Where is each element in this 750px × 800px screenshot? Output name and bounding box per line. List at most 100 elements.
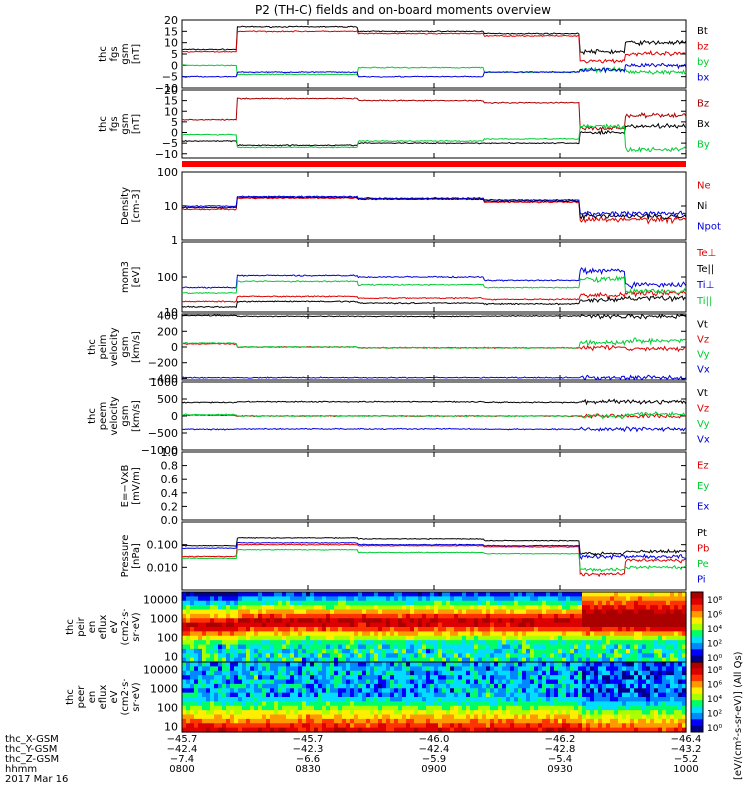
- heatmap-cell: [342, 662, 347, 667]
- heatmap-cell: [262, 701, 267, 707]
- heatmap-cell: [198, 648, 203, 654]
- heatmap-cell: [682, 592, 687, 597]
- heatmap-cell: [618, 718, 623, 724]
- heatmap-cell: [582, 613, 587, 619]
- heatmap-cell: [186, 666, 191, 672]
- heatmap-cell: [386, 662, 391, 667]
- heatmap-cell: [330, 635, 335, 641]
- heatmap-cell: [286, 644, 291, 650]
- heatmap-cell: [618, 666, 623, 672]
- heatmap-cell: [494, 640, 499, 646]
- heatmap-cell: [274, 679, 279, 685]
- legend-entry: Ex: [697, 502, 709, 513]
- heatmap-cell: [342, 679, 347, 685]
- heatmap-cell: [586, 631, 591, 637]
- heatmap-cell: [338, 710, 343, 716]
- heatmap-cell: [650, 714, 655, 720]
- heatmap-cell: [350, 609, 355, 615]
- heatmap-cell: [390, 644, 395, 650]
- heatmap-cell: [310, 679, 315, 685]
- heatmap-cell: [354, 714, 359, 720]
- heatmap-cell: [202, 701, 207, 707]
- heatmap-cell: [518, 644, 523, 650]
- heatmap-cell: [286, 653, 291, 659]
- heatmap-cell: [598, 648, 603, 654]
- y-axis-label-line: (cm2·s·: [120, 608, 131, 645]
- heatmap-cell: [390, 701, 395, 707]
- heatmap-cell: [586, 692, 591, 698]
- y-axis-label-line: thc: [98, 116, 109, 132]
- heatmap-cell: [546, 692, 551, 698]
- heatmap-cell: [510, 592, 515, 597]
- heatmap-cell: [478, 666, 483, 672]
- heatmap-cell: [630, 723, 635, 729]
- heatmap-cell: [602, 679, 607, 685]
- heatmap-cell: [458, 675, 463, 681]
- heatmap-cell: [442, 714, 447, 720]
- heatmap-cell: [454, 592, 459, 597]
- heatmap-cell: [410, 653, 415, 659]
- heatmap-cell: [230, 727, 235, 733]
- heatmap-cell: [222, 635, 227, 641]
- heatmap-cell: [518, 688, 523, 694]
- heatmap-cell: [250, 692, 255, 698]
- heatmap-cell: [586, 644, 591, 650]
- heatmap-cell: [362, 657, 367, 663]
- heatmap-cell: [666, 723, 671, 729]
- heatmap-cell: [682, 710, 687, 716]
- heatmap-cell: [258, 697, 263, 702]
- heatmap-cell: [190, 692, 195, 698]
- colorbar-swatch: [691, 604, 703, 612]
- heatmap-cell: [258, 609, 263, 615]
- heatmap-cell: [394, 714, 399, 720]
- heatmap-cell: [566, 635, 571, 641]
- heatmap-cell: [538, 648, 543, 654]
- heatmap-cell: [678, 605, 683, 611]
- heatmap-cell: [642, 714, 647, 720]
- heatmap-cell: [522, 596, 527, 602]
- heatmap-cell: [674, 653, 679, 659]
- heatmap-cell: [518, 666, 523, 672]
- heatmap-cell: [410, 723, 415, 729]
- heatmap-cell: [558, 609, 563, 615]
- heatmap-cell: [390, 609, 395, 615]
- heatmap-cell: [298, 683, 303, 689]
- heatmap-cell: [530, 631, 535, 637]
- heatmap-cell: [258, 679, 263, 685]
- heatmap-cell: [434, 618, 439, 624]
- heatmap-cell: [626, 666, 631, 672]
- heatmap-cell: [634, 644, 639, 650]
- heatmap-cell: [354, 692, 359, 698]
- colorbar-swatch: [691, 674, 703, 682]
- heatmap-cell: [298, 622, 303, 628]
- heatmap-cell: [538, 592, 543, 597]
- heatmap-cell: [658, 683, 663, 689]
- heatmap-cell: [670, 644, 675, 650]
- heatmap-cell: [510, 679, 515, 685]
- heatmap-cell: [390, 705, 395, 711]
- heatmap-cell: [246, 692, 251, 698]
- heatmap-cell: [418, 596, 423, 602]
- heatmap-cell: [470, 605, 475, 611]
- heatmap-cell: [534, 662, 539, 667]
- heatmap-cell: [302, 718, 307, 724]
- heatmap-cell: [666, 679, 671, 685]
- heatmap-cell: [274, 718, 279, 724]
- heatmap-cell: [670, 697, 675, 702]
- heatmap-cell: [606, 631, 611, 637]
- heatmap-cell: [450, 679, 455, 685]
- heatmap-cell: [446, 609, 451, 615]
- heatmap-cell: [346, 697, 351, 702]
- heatmap-cell: [614, 675, 619, 681]
- heatmap-cell: [618, 600, 623, 606]
- heatmap-cell: [590, 653, 595, 659]
- heatmap-cell: [466, 657, 471, 663]
- heatmap-cell: [430, 627, 435, 632]
- heatmap-cell: [530, 618, 535, 624]
- heatmap-cell: [226, 662, 231, 667]
- heatmap-cell: [478, 675, 483, 681]
- heatmap-cell: [222, 710, 227, 716]
- heatmap-cell: [318, 627, 323, 632]
- y-tick-label: 100: [157, 271, 178, 284]
- heatmap-cell: [294, 688, 299, 694]
